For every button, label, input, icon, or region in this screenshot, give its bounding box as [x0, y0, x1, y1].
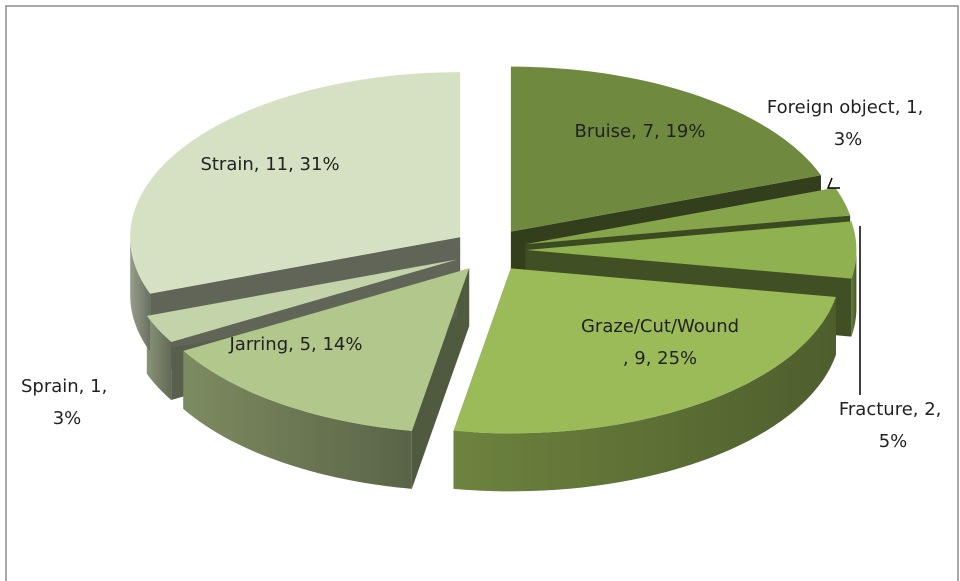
label-line: Foreign object, 1, — [767, 97, 929, 118]
slice-side — [146, 315, 172, 400]
pie-slice — [183, 268, 470, 431]
slice-side — [453, 297, 836, 492]
slice-side — [851, 250, 857, 337]
label-line: 3% — [53, 408, 82, 429]
data-label: Foreign object, 1, 3% — [767, 97, 929, 150]
pie-slice — [453, 268, 836, 434]
label-line: Bruise, 7, 19% — [575, 121, 706, 142]
data-label: Fracture, 2, 5% — [839, 399, 947, 452]
pie-slice — [130, 72, 461, 294]
label-line: , 9, 25% — [623, 348, 697, 369]
pie-slice — [526, 221, 857, 279]
pie-slice — [146, 259, 458, 342]
label-line: Sprain, 1, — [21, 376, 113, 397]
data-label: Sprain, 1, 3% — [21, 376, 113, 429]
label-line: Graze/Cut/Wound — [581, 316, 739, 337]
label-line: Jarring, 5, 14% — [228, 334, 362, 355]
data-label: Graze/Cut/Wound , 9, 25% — [581, 316, 739, 369]
label-line: 5% — [879, 431, 908, 452]
data-label: Jarring, 5, 14% — [228, 334, 362, 355]
label-line: Fracture, 2, — [839, 399, 947, 420]
slice-side — [130, 237, 151, 352]
slice-side — [183, 350, 412, 489]
label-line: 3% — [834, 129, 863, 150]
data-label: Strain, 11, 31% — [200, 154, 339, 175]
pie-slice — [525, 187, 851, 245]
pie-slice — [510, 66, 821, 232]
leader-line — [826, 177, 840, 189]
label-line: Strain, 11, 31% — [200, 154, 339, 175]
data-label: Bruise, 7, 19% — [575, 121, 706, 142]
